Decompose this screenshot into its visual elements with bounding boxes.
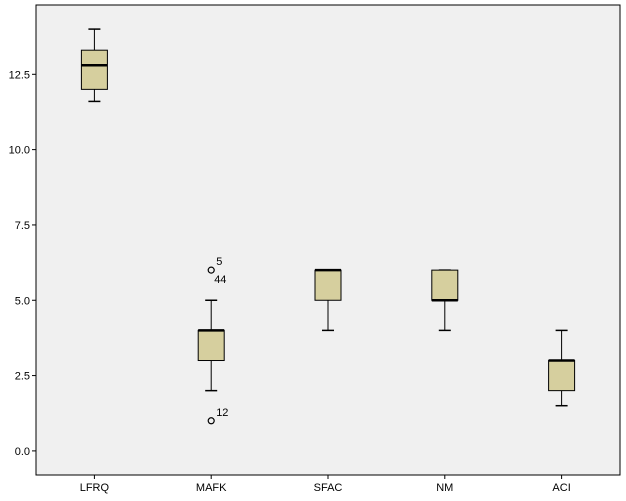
outlier-point [207, 417, 215, 425]
x-tick-label: SFAC [314, 482, 343, 494]
box-iqr [80, 49, 108, 90]
box-lfrq [80, 28, 108, 103]
box-iqr [197, 329, 225, 362]
x-tick-label: NM [436, 482, 453, 494]
y-tick-label: 12.5 [9, 69, 30, 81]
y-tick-label: 10.0 [9, 145, 30, 157]
y-tick-label: 2.5 [15, 371, 30, 383]
box-series: 5 44 12 [80, 28, 576, 425]
box-aci [548, 329, 576, 407]
outlier-label: 44 [214, 274, 226, 286]
plot-area [35, 4, 621, 476]
outlier-point [207, 266, 215, 274]
outlier-label: 12 [216, 407, 228, 419]
y-tick-label: 7.5 [15, 220, 30, 232]
x-axis: LFRQ MAFK SFAC NM ACI [80, 475, 571, 494]
x-tick-label: ACI [552, 482, 570, 494]
x-tick-label: MAFK [196, 482, 227, 494]
x-tick-label: LFRQ [80, 482, 110, 494]
box-iqr [314, 269, 342, 301]
outlier-label: 5 [216, 256, 222, 268]
box-sfac [314, 268, 342, 332]
box-iqr [548, 360, 576, 392]
box-iqr [431, 269, 459, 301]
y-axis: 0.0 2.5 5.0 7.5 10.0 12.5 [9, 69, 36, 458]
y-tick-label: 5.0 [15, 295, 30, 307]
box-nm [431, 269, 459, 332]
y-tick-label: 0.0 [15, 446, 30, 458]
box-mafk: 5 44 12 [197, 256, 228, 425]
